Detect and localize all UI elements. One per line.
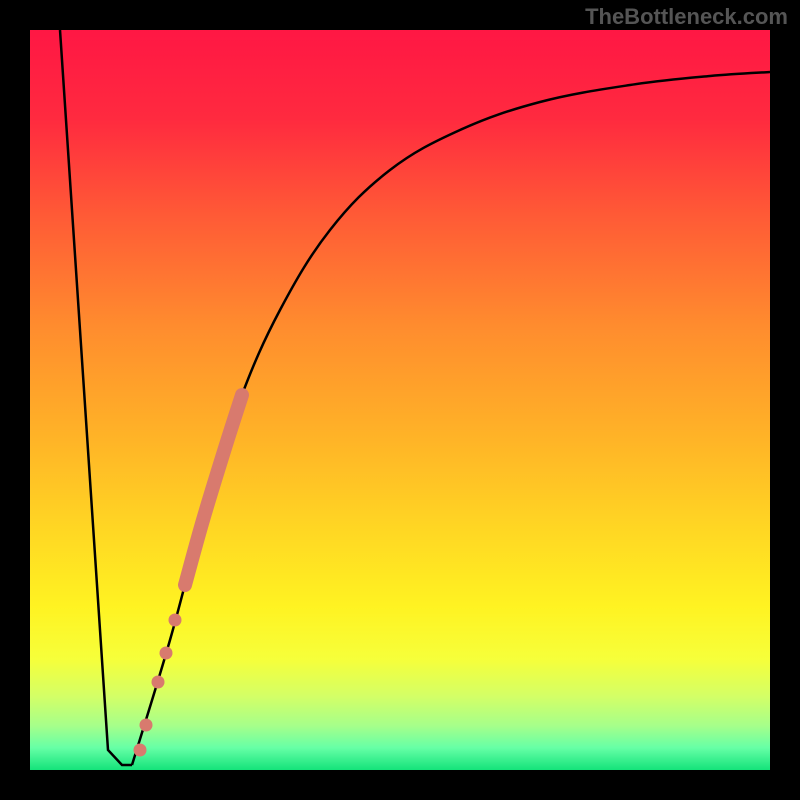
- marker-dot: [134, 744, 147, 757]
- chart-container: TheBottleneck.com: [0, 0, 800, 800]
- marker-dot: [160, 647, 173, 660]
- curve-left-spike: [60, 30, 132, 765]
- watermark-text: TheBottleneck.com: [585, 4, 788, 30]
- salmon-thick-segment: [185, 395, 242, 585]
- marker-dot: [169, 614, 182, 627]
- marker-dot: [140, 719, 153, 732]
- curve-layer: [30, 30, 770, 770]
- marker-dot: [152, 676, 165, 689]
- plot-area: [30, 30, 770, 770]
